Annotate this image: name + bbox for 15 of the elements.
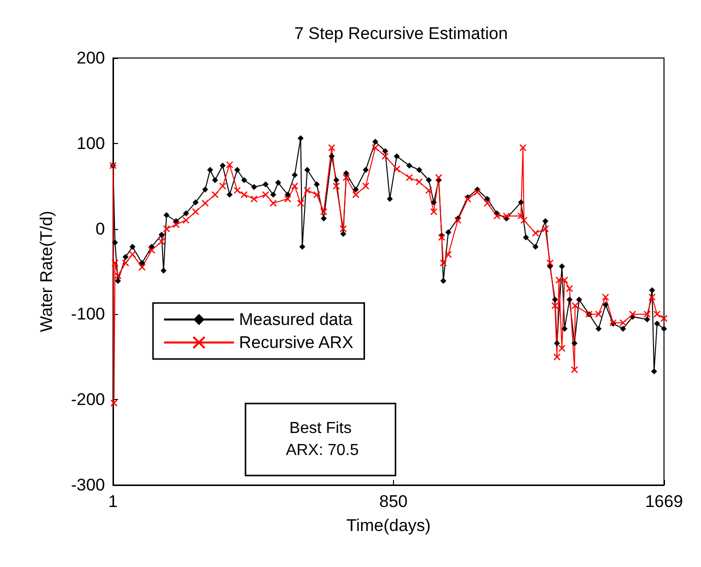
chart-title: 7 Step Recursive Estimation (294, 24, 508, 43)
x-axis-title: Time(days) (346, 516, 431, 535)
y-tick-label: 0 (96, 219, 105, 238)
y-tick-label: 100 (76, 134, 105, 153)
y-axis-title: Water Rate(T/d) (37, 210, 56, 332)
y-tick-label: -200 (70, 390, 105, 410)
y-tick-label: -100 (70, 304, 105, 324)
y-tick-label: -300 (70, 476, 105, 494)
x-tick-label: 1669 (645, 492, 683, 511)
x-tick-label: 850 (379, 492, 408, 511)
legend-label: Recursive ARX (239, 333, 354, 352)
annotation: Best Fits ARX: 70.5 (282, 420, 359, 459)
x-tick-label: 1 (108, 492, 118, 511)
y-tick-label: 200 (76, 48, 105, 68)
legend-label: Measured data (239, 310, 353, 329)
